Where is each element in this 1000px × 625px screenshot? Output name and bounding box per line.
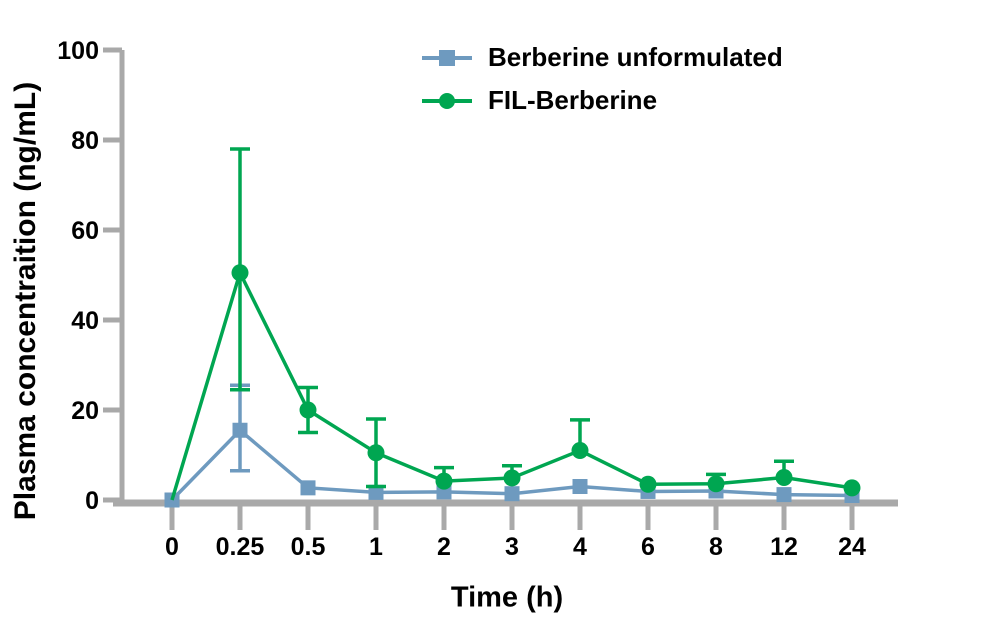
- x-tick-label: 8: [709, 533, 723, 561]
- data-point-fil-berberine: [707, 475, 725, 493]
- data-point-berberine-unformulated: [368, 484, 384, 500]
- x-tick-label: 4: [573, 533, 587, 561]
- y-tick-label: 80: [71, 127, 99, 155]
- x-tick-label: 6: [641, 533, 655, 561]
- x-tick-label: 0: [165, 533, 179, 561]
- x-tick-label: 12: [770, 533, 798, 561]
- data-point-fil-berberine: [231, 264, 249, 282]
- legend-label: FIL-Berberine: [488, 85, 658, 115]
- y-tick-label: 20: [71, 397, 99, 425]
- y-tick-label: 100: [57, 37, 99, 65]
- y-axis-title: Plasma concentraition (ng/mL): [9, 81, 42, 521]
- x-tick-label: 1: [369, 533, 383, 561]
- data-point-fil-berberine: [367, 444, 385, 462]
- legend: Berberine unformulated FIL-Berberine: [422, 36, 783, 122]
- x-tick-label: 24: [838, 533, 866, 561]
- data-point-berberine-unformulated: [504, 486, 520, 502]
- y-tick-label: 60: [71, 217, 99, 245]
- data-point-fil-berberine: [503, 469, 521, 487]
- legend-label: Berberine unformulated: [488, 42, 783, 72]
- data-point-berberine-unformulated: [232, 422, 248, 438]
- legend-item-berberine-unformulated: Berberine unformulated: [422, 36, 783, 79]
- data-point-berberine-unformulated: [572, 479, 588, 494]
- square-marker-icon: [422, 48, 472, 68]
- legend-item-fil-berberine: FIL-Berberine: [422, 79, 783, 122]
- data-point-fil-berberine: [843, 479, 861, 497]
- data-point-fil-berberine: [639, 475, 657, 493]
- data-point-fil-berberine: [571, 442, 589, 459]
- data-point-fil-berberine: [775, 469, 793, 486]
- data-point-fil-berberine: [299, 401, 317, 419]
- data-point-fil-berberine: [435, 472, 453, 490]
- x-tick-label: 3: [505, 533, 519, 561]
- data-point-berberine-unformulated: [300, 480, 316, 496]
- x-tick-label: 0.25: [216, 533, 265, 561]
- y-tick-label: 40: [71, 307, 99, 335]
- y-tick-label: 0: [85, 487, 99, 515]
- x-tick-label: 2: [437, 533, 451, 561]
- data-point-berberine-unformulated: [776, 487, 792, 503]
- x-tick-label: 0.5: [291, 533, 326, 561]
- x-axis-title: Time (h): [450, 581, 564, 614]
- circle-marker-icon: [422, 91, 472, 111]
